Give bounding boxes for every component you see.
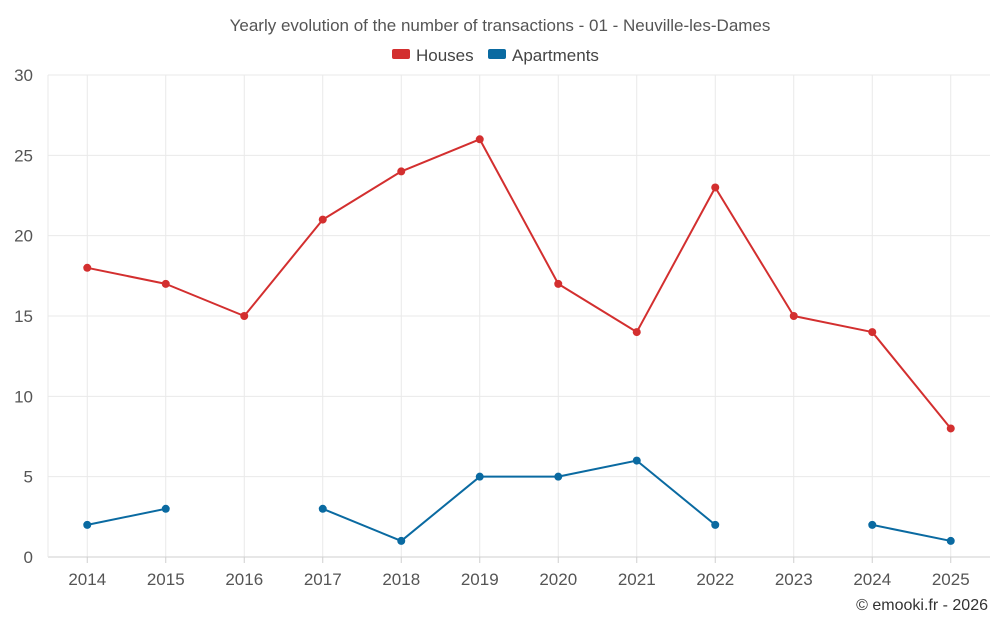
x-tick-label: 2020	[539, 570, 577, 589]
x-tick-label: 2022	[696, 570, 734, 589]
x-tick-label: 2014	[68, 570, 106, 589]
y-tick-label: 30	[14, 66, 33, 85]
data-point-apartments[interactable]	[711, 520, 720, 529]
y-tick-label: 25	[14, 146, 33, 165]
x-tick-label: 2015	[147, 570, 185, 589]
data-point-houses[interactable]	[554, 279, 563, 288]
grid	[48, 74, 990, 557]
data-point-houses[interactable]	[240, 312, 249, 320]
x-tick-label: 2018	[382, 570, 420, 589]
x-tick-label: 2021	[618, 570, 656, 589]
y-tick-label: 0	[24, 548, 33, 567]
data-point-apartments[interactable]	[632, 456, 641, 465]
data-point-houses[interactable]	[946, 424, 955, 433]
series-line-houses	[86, 138, 952, 430]
credit-text: © emooki.fr - 2026	[856, 597, 988, 614]
data-point-apartments[interactable]	[318, 504, 327, 513]
series-line-apartments	[86, 507, 167, 526]
data-point-apartments[interactable]	[83, 520, 92, 529]
y-tick-label: 20	[14, 227, 33, 246]
data-point-houses[interactable]	[397, 167, 406, 176]
data-point-apartments[interactable]	[554, 472, 563, 481]
data-point-apartments[interactable]	[161, 504, 170, 513]
data-point-houses[interactable]	[318, 215, 327, 224]
data-point-houses[interactable]	[161, 279, 170, 288]
y-tick-label: 5	[24, 468, 33, 487]
x-tick-label: 2017	[304, 570, 342, 589]
x-tick-label: 2025	[932, 570, 970, 589]
x-tick-label: 2016	[225, 570, 263, 589]
legend-swatch-apartments	[488, 49, 506, 59]
series-line-apartments	[321, 459, 717, 542]
y-tick-label: 10	[14, 387, 33, 406]
data-point-houses[interactable]	[83, 263, 92, 272]
x-tick-label: 2019	[461, 570, 499, 589]
data-point-apartments[interactable]	[946, 536, 955, 545]
data-point-houses[interactable]	[868, 328, 877, 337]
legend-label-apartments: Apartments	[512, 46, 599, 65]
legend-swatch-houses	[392, 49, 410, 59]
legend: Houses Apartments	[392, 46, 599, 65]
data-point-apartments[interactable]	[868, 520, 877, 529]
series	[83, 135, 955, 545]
data-point-houses[interactable]	[711, 183, 720, 192]
y-tick-label: 15	[14, 307, 33, 326]
legend-item-houses[interactable]: Houses	[392, 46, 474, 65]
data-point-apartments[interactable]	[397, 536, 406, 545]
data-point-houses[interactable]	[789, 312, 798, 320]
chart-title: Yearly evolution of the number of transa…	[230, 16, 771, 35]
x-tick-label: 2024	[853, 570, 891, 589]
series-line-apartments	[871, 523, 952, 542]
data-point-houses[interactable]	[475, 135, 484, 144]
data-point-apartments[interactable]	[475, 472, 484, 481]
legend-label-houses: Houses	[416, 46, 474, 65]
legend-item-apartments[interactable]: Apartments	[488, 46, 599, 65]
series-houses	[83, 135, 955, 433]
series-apartments	[83, 456, 955, 545]
x-tick-label: 2023	[775, 570, 813, 589]
data-point-houses[interactable]	[632, 328, 641, 337]
